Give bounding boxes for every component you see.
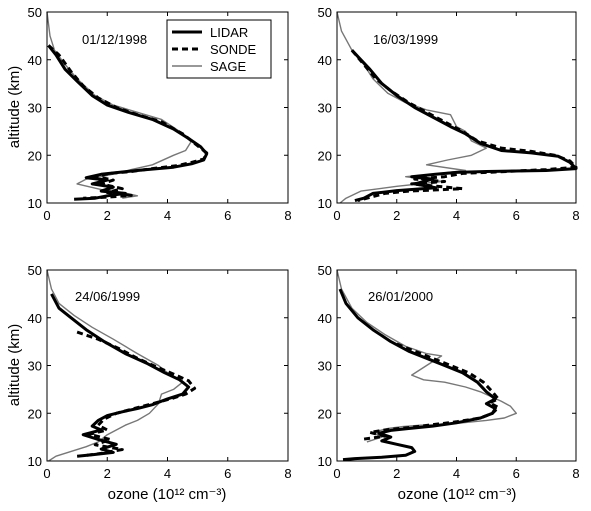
panel-1: 0 2 4 6 8 10 20 30 40 50 01/12/1998 altitude (km)… <box>6 5 292 223</box>
panel-4-ytick-label: 30 <box>318 359 332 374</box>
panel-3-xtick-label: 6 <box>224 466 231 481</box>
panel-4-series-sonde <box>360 342 500 441</box>
panel-3-ytick-label: 20 <box>28 406 42 421</box>
panel-3-ticks: 0 2 4 6 8 10 20 30 40 50 <box>28 263 292 481</box>
panel-1-series <box>46 11 209 201</box>
panel-2: 0 2 4 6 8 10 20 30 40 50 16/03/1999 <box>318 5 580 223</box>
panel-1-xtick-label: 2 <box>104 208 111 223</box>
panel-1-ytick-label: 10 <box>28 196 42 211</box>
panel-4-xlabel: ozone (10¹² cm⁻³) <box>398 486 517 503</box>
panel-2-ytick-label: 10 <box>318 196 332 211</box>
panel-3-xtick-label: 8 <box>284 466 291 481</box>
legend-label-sage: SAGE <box>210 59 246 74</box>
panel-4-xtick-label: 6 <box>513 466 520 481</box>
panel-4-date-label: 26/01/2000 <box>368 289 433 304</box>
panel-3-series <box>46 269 197 462</box>
panel-1-date-label: 01/12/1998 <box>82 32 147 47</box>
panel-3-ytick-label: 10 <box>28 454 42 469</box>
panel-2-series <box>336 11 578 204</box>
panel-4: 0 2 4 6 8 10 20 30 40 50 26/01/2000 ozone (10¹² c… <box>318 263 580 503</box>
panel-2-ticks: 0 2 4 6 8 10 20 30 40 50 <box>318 5 580 223</box>
panel-3-xlabel: ozone (10¹² cm⁻³) <box>108 486 227 503</box>
panel-4-ytick-label: 10 <box>318 454 332 469</box>
panel-2-series-lidar <box>350 49 578 203</box>
panel-1-ytick-label: 40 <box>28 53 42 68</box>
panel-4-series <box>336 269 517 462</box>
panel-1-series-sage <box>46 11 193 199</box>
panel-2-xtick-label: 2 <box>393 208 400 223</box>
panel-3-series-sonde <box>76 330 197 457</box>
panel-1-ytick-label: 20 <box>28 148 42 163</box>
panel-3-xtick-label: 4 <box>164 466 171 481</box>
panel-4-ytick-label: 50 <box>318 263 332 278</box>
panel-3-xtick-label: 0 <box>43 466 50 481</box>
panel-4-xtick-label: 4 <box>453 466 460 481</box>
panel-3-date-label: 24/06/1999 <box>75 289 140 304</box>
panel-2-ytick-label: 50 <box>318 5 332 20</box>
panel-1-ticks: 0 2 4 6 8 10 20 30 40 50 <box>28 5 292 223</box>
panel-2-ytick-label: 20 <box>318 148 332 163</box>
panel-1-series-sonde <box>47 44 209 200</box>
panel-4-ticks: 0 2 4 6 8 10 20 30 40 50 <box>318 263 580 481</box>
legend-label-sonde: SONDE <box>210 42 257 57</box>
panel-4-ytick-label: 20 <box>318 406 332 421</box>
panel-4-ytick-label: 40 <box>318 311 332 326</box>
panel-2-xtick-label: 8 <box>572 208 579 223</box>
panel-1-ylabel: altitude (km) <box>6 66 23 149</box>
panel-1-xtick-label: 8 <box>284 208 291 223</box>
panel-2-xtick-label: 6 <box>513 208 520 223</box>
panel-2-xtick-label: 4 <box>453 208 460 223</box>
legend: LIDAR SONDE SAGE <box>166 19 272 79</box>
panel-2-date-label: 16/03/1999 <box>373 32 438 47</box>
panel-2-series-sonde <box>350 49 578 203</box>
panel-3-ylabel: altitude (km) <box>6 324 23 407</box>
panel-3: 0 2 4 6 8 10 20 30 40 50 24/06/1999 altitude (km)… <box>6 263 292 503</box>
panel-1-xtick-label: 4 <box>164 208 171 223</box>
panel-1-xtick-label: 6 <box>224 208 231 223</box>
panel-4-xtick-label: 8 <box>572 466 579 481</box>
panel-4-xtick-label: 2 <box>393 466 400 481</box>
panel-4-xtick-label: 0 <box>333 466 340 481</box>
panel-2-xtick-label: 0 <box>333 208 340 223</box>
panel-3-ytick-label: 40 <box>28 311 42 326</box>
panel-3-series-sage <box>46 269 184 462</box>
panel-1-ytick-label: 30 <box>28 101 42 116</box>
panel-1-xtick-label: 0 <box>43 208 50 223</box>
panel-1-ytick-label: 50 <box>28 5 42 20</box>
panel-3-ytick-label: 30 <box>28 359 42 374</box>
panel-3-series-lidar <box>50 293 191 458</box>
panel-2-ytick-label: 40 <box>318 53 332 68</box>
legend-label-lidar: LIDAR <box>210 25 248 40</box>
panel-3-ytick-label: 50 <box>28 263 42 278</box>
panel-2-ytick-label: 30 <box>318 101 332 116</box>
panel-3-xtick-label: 2 <box>104 466 111 481</box>
